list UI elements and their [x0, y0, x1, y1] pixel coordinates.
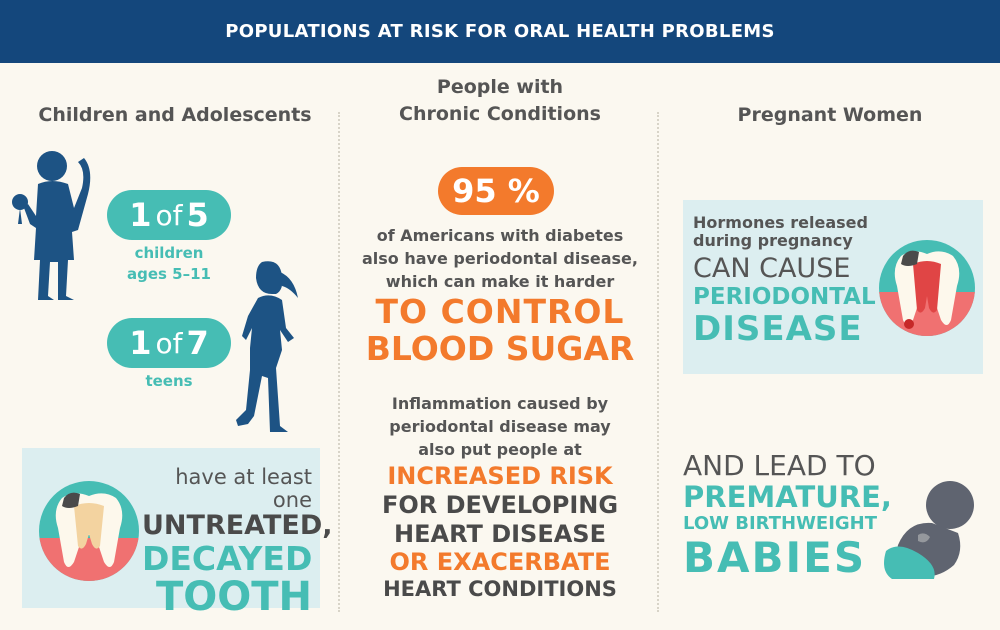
panel-lead-text: Hormones released	[693, 213, 868, 232]
body-line: periodontal disease may	[389, 417, 611, 437]
inflammation-text: Inflammation caused by periodontal disea…	[350, 392, 650, 462]
panel-emphasis-text: TOOTH	[155, 574, 312, 621]
stat-denominator: 5	[186, 196, 209, 234]
panel-emphasis-text: PERIODONTAL	[693, 283, 876, 310]
stat-numerator: 1	[129, 324, 152, 362]
emphasis-line: HEART CONDITIONS	[383, 577, 617, 602]
stat-children-caption: children ages 5–11	[107, 243, 231, 285]
percent-badge: 95 %	[438, 167, 554, 215]
body-line: of Americans with diabetes	[376, 226, 624, 245]
panel-emphasis-text: DECAYED	[142, 538, 313, 578]
inflamed-tooth-icon	[879, 240, 975, 336]
stat-of: of	[155, 198, 183, 232]
pregnant-panel: Hormones released during pregnancy CAN C…	[683, 200, 983, 374]
heading-line: Chronic Conditions	[399, 102, 601, 125]
children-panel: have at least one UNTREATED, DECAYED TOO…	[22, 448, 333, 619]
children-heading: Children and Adolescents	[38, 104, 312, 126]
banner: POPULATIONS AT RISK FOR ORAL HEALTH PROB…	[0, 0, 1000, 63]
banner-title: POPULATIONS AT RISK FOR ORAL HEALTH PROB…	[225, 21, 775, 42]
column-divider-left	[338, 112, 340, 612]
stat-teens-pill: 1 of 7	[107, 318, 231, 368]
panel-emphasis-text: UNTREATED,	[142, 510, 333, 542]
teen-silhouette-icon	[236, 261, 298, 432]
child-silhouette-icon	[12, 151, 91, 300]
stat-children-pill: 1 of 5	[107, 190, 231, 240]
caption-line: ages 5–11	[127, 265, 211, 283]
babies-text: AND LEAD TO PREMATURE, LOW BIRTHWEIGHT B…	[683, 449, 892, 582]
emphasis-line: TO CONTROL	[375, 292, 625, 331]
stat-of: of	[155, 326, 183, 360]
panel-lead-text: have at least one	[175, 465, 312, 512]
pregnant-heading: Pregnant Women	[737, 104, 923, 126]
decayed-tooth-icon	[39, 481, 139, 581]
emphasis-line: BLOOD SUGAR	[365, 328, 635, 368]
emphasis-line: BABIES	[683, 532, 867, 582]
lead-line: AND LEAD TO	[683, 449, 876, 482]
diabetes-text: of Americans with diabetes also have per…	[350, 224, 650, 294]
body-line: also have periodontal disease,	[362, 249, 638, 269]
column-divider-right	[657, 112, 659, 612]
stat-teens-caption: teens	[145, 372, 193, 390]
emphasis-line: PREMATURE,	[683, 480, 892, 515]
heading-line: People with	[436, 76, 564, 98]
stat-numerator: 1	[129, 196, 152, 234]
panel-emphasis-text: CAN CAUSE	[693, 252, 851, 284]
stat-denominator: 7	[186, 324, 209, 362]
emphasis-line: INCREASED RISK	[387, 462, 613, 490]
panel-emphasis-text: DISEASE	[693, 309, 863, 350]
emphasis-line: FOR DEVELOPING	[381, 490, 619, 519]
blood-sugar-emphasis: TO CONTROL BLOOD SUGAR	[350, 292, 650, 368]
fetus-icon	[884, 481, 974, 579]
panel-lead-text: during pregnancy	[693, 231, 853, 251]
emphasis-line: LOW BIRTHWEIGHT	[683, 512, 878, 534]
chronic-heading: People with Chronic Conditions	[350, 74, 650, 127]
body-line: which can make it harder	[385, 272, 615, 292]
emphasis-line: HEART DISEASE	[394, 519, 606, 548]
emphasis-line: OR EXACERBATE	[389, 548, 611, 577]
body-line: Inflammation caused by	[391, 394, 609, 413]
caption-line: children	[134, 244, 204, 262]
body-line: also put people at	[418, 440, 582, 460]
heart-risk-emphasis: INCREASED RISK FOR DEVELOPING HEART DISE…	[350, 462, 650, 602]
